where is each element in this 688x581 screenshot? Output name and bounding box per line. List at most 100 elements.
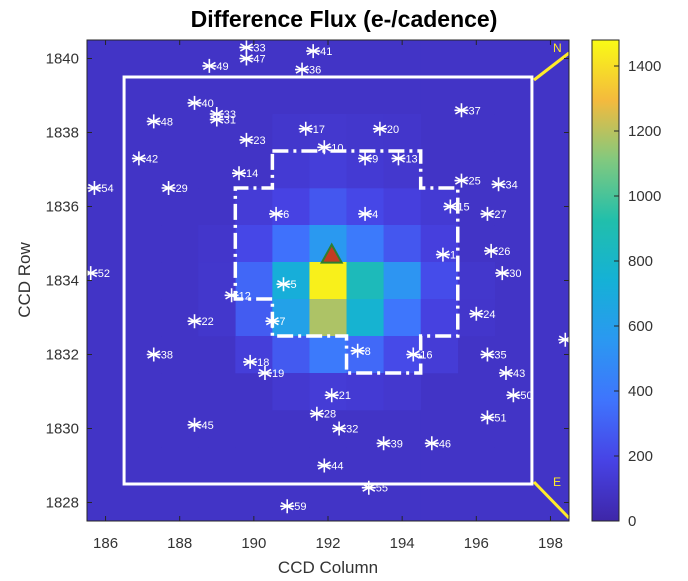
target-marker — [320, 242, 344, 264]
background-pixel — [161, 484, 199, 521]
star-label: 6 — [283, 209, 289, 221]
star-label: 41 — [320, 46, 332, 58]
star-label: 22 — [202, 316, 214, 328]
star: 24 — [469, 306, 496, 321]
star-label: 50 — [520, 390, 532, 402]
background-pixel — [383, 40, 421, 78]
star-label: 54 — [101, 183, 113, 195]
star-label: 52 — [98, 268, 110, 280]
background-pixel — [531, 188, 569, 226]
x-tick-label: 192 — [315, 535, 340, 552]
star-label: 28 — [324, 409, 336, 421]
star: 36 — [295, 62, 321, 77]
colorbar-ticks: 0 200 400 600 800 1000 1200 1400 — [614, 58, 661, 530]
flux-pixel — [272, 188, 310, 226]
x-tick-label: 186 — [93, 535, 118, 552]
background-pixel — [420, 447, 459, 485]
star-label: 5 — [291, 279, 297, 291]
star: 54 — [87, 181, 114, 195]
colorbar-tick-label: 1200 — [628, 123, 661, 140]
star-label: 40 — [202, 98, 214, 110]
star-label: 39 — [391, 438, 403, 450]
flux-pixel — [420, 299, 459, 337]
star-marker — [146, 114, 161, 129]
background-pixel — [383, 77, 421, 115]
y-tick-label: 1832 — [46, 347, 79, 364]
background-pixel — [494, 40, 533, 78]
flux-pixel — [383, 262, 421, 300]
background-pixel — [420, 40, 459, 78]
y-tick-label: 1838 — [46, 125, 79, 142]
background-pixel — [346, 447, 384, 485]
flux-pixel — [272, 114, 310, 152]
star: 10 — [317, 140, 344, 155]
background-pixel — [87, 225, 125, 263]
aperture-outer — [122, 75, 534, 486]
background-pixel — [161, 40, 199, 78]
star-marker — [495, 266, 510, 281]
star: 38 — [146, 347, 173, 362]
star-marker — [202, 58, 217, 73]
star-marker — [372, 121, 387, 136]
flux-pixel — [383, 373, 421, 411]
flux-pixel — [198, 225, 236, 263]
star-label: 16 — [420, 350, 432, 362]
flux-pixel — [235, 262, 273, 300]
star: 25 — [454, 173, 481, 188]
star-label: 14 — [246, 168, 258, 180]
flux-pixel — [346, 262, 384, 300]
star-label: 45 — [202, 420, 214, 432]
background-pixel — [235, 484, 273, 521]
flux-pixel — [383, 188, 421, 226]
star-marker — [358, 151, 373, 166]
y-tick-label: 1840 — [46, 51, 79, 68]
star-marker — [324, 388, 339, 403]
background-pixel — [198, 40, 236, 78]
background-pixel — [457, 40, 496, 78]
star-marker — [239, 51, 254, 66]
star-marker — [280, 499, 295, 514]
flux-pixel — [198, 262, 236, 300]
star: 52 — [87, 266, 110, 280]
background-pixel — [457, 484, 496, 521]
background-pixel — [457, 114, 496, 152]
star: 18 — [243, 354, 269, 369]
background-pixel — [531, 225, 569, 263]
background-pixel — [346, 77, 384, 115]
background-pixel — [87, 299, 125, 337]
x-tick-label: 188 — [167, 535, 192, 552]
star: 33 — [239, 40, 266, 54]
flux-pixel — [309, 373, 347, 411]
star-label: 55 — [376, 483, 388, 495]
background-pixel — [531, 373, 569, 411]
x-axis: 186 188 190 192 194 196 198 — [93, 40, 563, 552]
background-pixel — [124, 40, 162, 78]
background-pixel — [494, 188, 533, 226]
colorbar — [591, 39, 620, 522]
flux-pixel — [309, 151, 347, 189]
star-marker — [317, 140, 332, 155]
star-marker — [131, 151, 146, 166]
star-marker — [87, 181, 102, 195]
background-pixel — [87, 410, 125, 448]
star: 14 — [232, 166, 258, 181]
star-label: 43 — [513, 368, 525, 380]
background-pixel — [346, 410, 384, 448]
star-label: 49 — [216, 61, 228, 73]
background-pixel — [87, 188, 125, 226]
background-pixel — [124, 262, 162, 300]
background-pixel — [87, 114, 125, 152]
star-marker — [187, 417, 202, 432]
background-pixel — [124, 151, 162, 189]
star: 4 — [358, 206, 378, 221]
star-label: 9 — [372, 153, 378, 165]
background-pixel — [124, 299, 162, 337]
flux-pixel — [309, 262, 347, 300]
star-label: 13 — [405, 153, 417, 165]
star: 44 — [317, 458, 344, 473]
star-marker — [239, 132, 254, 147]
background-pixel — [494, 447, 533, 485]
x-axis-label: CCD Column — [278, 558, 378, 577]
star-marker — [295, 62, 310, 77]
